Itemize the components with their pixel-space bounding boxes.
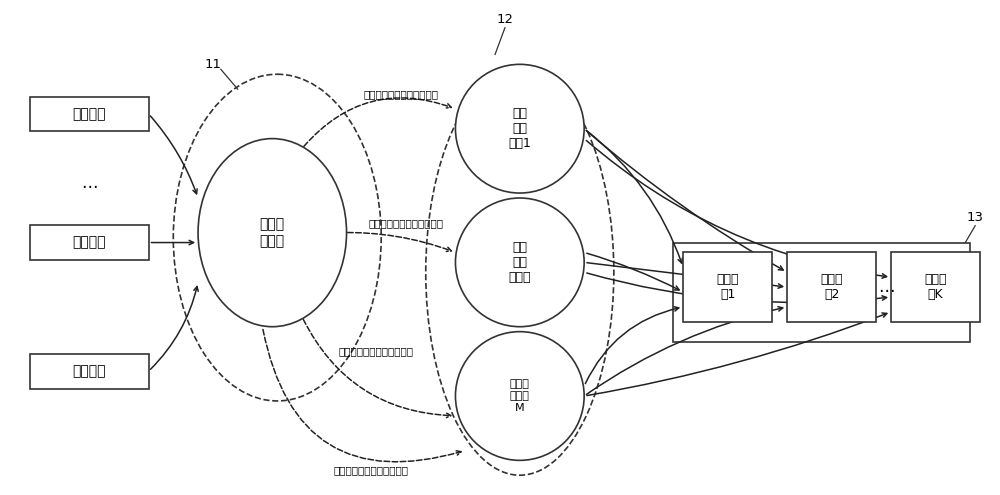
Text: 领域过程编排文件进行调用: 领域过程编排文件进行调用 — [334, 465, 409, 475]
Text: 领域过程编排文件进行调用: 领域过程编排文件进行调用 — [364, 89, 438, 99]
Ellipse shape — [455, 64, 584, 193]
Text: …: … — [81, 174, 97, 192]
FancyArrowPatch shape — [587, 313, 887, 396]
FancyArrowPatch shape — [586, 307, 783, 395]
FancyArrowPatch shape — [151, 287, 198, 369]
Bar — [787, 252, 876, 322]
FancyArrowPatch shape — [151, 241, 194, 245]
Bar — [673, 243, 970, 342]
Ellipse shape — [455, 198, 584, 327]
Text: 领域
能力
模块２: 领域 能力 模块２ — [509, 241, 531, 284]
FancyArrowPatch shape — [150, 116, 197, 194]
Text: …: … — [878, 278, 894, 296]
Text: 13: 13 — [967, 211, 984, 224]
Text: 领域过程编排文件进行调用: 领域过程编排文件进行调用 — [368, 218, 443, 228]
FancyArrowPatch shape — [303, 319, 451, 418]
Bar — [30, 97, 149, 131]
Text: 领域能
力模块
M: 领域能 力模块 M — [510, 379, 530, 413]
FancyArrowPatch shape — [263, 330, 461, 462]
FancyArrowPatch shape — [587, 273, 887, 302]
Ellipse shape — [198, 139, 347, 327]
FancyArrowPatch shape — [586, 141, 887, 278]
FancyArrowPatch shape — [339, 233, 451, 251]
Text: 领域
能力
模块1: 领域 能力 模块1 — [508, 107, 531, 150]
FancyArrowPatch shape — [587, 263, 783, 288]
Text: 12: 12 — [496, 13, 513, 26]
Bar — [891, 252, 980, 322]
Text: 领域过程编排文件进行调用: 领域过程编排文件进行调用 — [339, 346, 414, 356]
Text: …: … — [512, 323, 528, 341]
Text: 应用服
务流程: 应用服 务流程 — [260, 217, 285, 248]
Text: 服务请求: 服务请求 — [72, 364, 106, 378]
Text: 业务模
块2: 业务模 块2 — [820, 273, 843, 301]
Text: 业务模
块K: 业务模 块K — [924, 273, 947, 301]
FancyArrowPatch shape — [304, 98, 451, 147]
Text: 11: 11 — [204, 58, 221, 71]
Text: 业务模
块1: 业务模 块1 — [716, 273, 739, 301]
Bar — [30, 354, 149, 389]
FancyArrowPatch shape — [587, 253, 679, 290]
Ellipse shape — [455, 332, 584, 460]
FancyArrowPatch shape — [586, 131, 783, 270]
Text: 服务请求: 服务请求 — [72, 107, 106, 121]
Bar — [30, 225, 149, 260]
FancyArrowPatch shape — [586, 130, 682, 263]
FancyArrowPatch shape — [585, 307, 679, 384]
Bar — [683, 252, 772, 322]
Text: 服务请求: 服务请求 — [72, 236, 106, 249]
